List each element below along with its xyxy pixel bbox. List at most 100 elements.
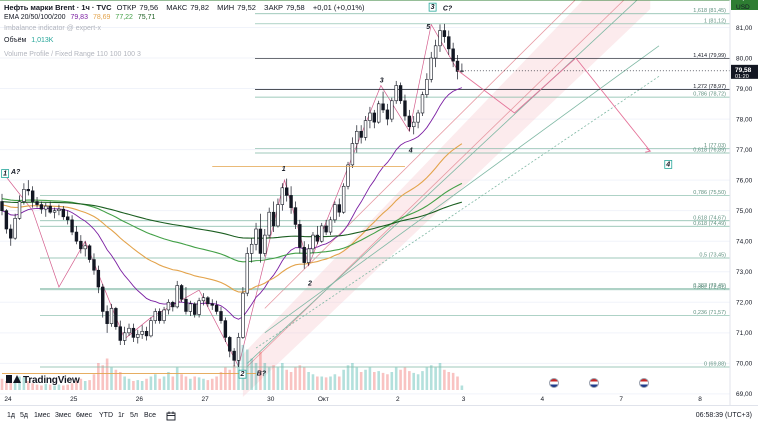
volume-bar — [0, 378, 4, 390]
candle-body — [438, 30, 442, 47]
volume-profile-legend[interactable]: Volume Profile / Fixed Range 110 100 100… — [4, 51, 141, 58]
candle-body — [79, 240, 83, 250]
wave-label: C? — [443, 6, 453, 13]
timeframe-3m[interactable]: 3мес — [55, 412, 72, 419]
time-tick-label: 4 — [541, 396, 545, 403]
fib-channel-line — [255, 76, 660, 349]
price-tick-label: 71,00 — [736, 330, 753, 337]
fib-level-label: 0,618 (76,89) — [693, 147, 726, 153]
volume-bar — [154, 374, 157, 390]
price-tick-label: 78,00 — [736, 116, 753, 123]
candle-body — [298, 224, 302, 248]
time-tick-label: 2 — [396, 396, 400, 403]
candle-body — [328, 219, 333, 233]
timeframe-1m[interactable]: 1мес — [34, 412, 51, 419]
volume-bar — [451, 372, 455, 390]
volume-bar — [434, 367, 437, 390]
volume-bar — [105, 358, 109, 390]
timeframe-5y[interactable]: 5л — [130, 412, 138, 419]
volume-bar — [40, 385, 43, 390]
volume-bar — [346, 365, 350, 390]
candle-body — [385, 109, 390, 120]
ema-legend[interactable]: EMA 20/50/100/200 79,83 78,69 77,22 75,7… — [4, 13, 158, 22]
volume-bar — [394, 367, 398, 390]
candle-body — [22, 189, 26, 202]
currency-label[interactable]: USD — [736, 4, 750, 11]
timeframe-1d[interactable]: 1д — [7, 412, 15, 419]
candle-body — [284, 187, 289, 196]
volume-bar — [219, 372, 223, 390]
candle-body — [101, 286, 105, 312]
imbalance-indicator-legend[interactable]: Imbalance indicator @ expert-x — [4, 25, 101, 32]
fib-level-label: 0,382 (72,41) — [693, 284, 726, 290]
fib-level-label: 0,786 (78,72) — [693, 92, 726, 98]
volume-bar — [175, 367, 179, 390]
price-tick-label: 69,00 — [736, 391, 753, 398]
us-flag-icon[interactable] — [639, 378, 649, 388]
candle-body — [44, 205, 48, 210]
volume-bar — [337, 376, 341, 390]
timeframe-6m[interactable]: 6мес — [76, 412, 93, 419]
candle-body — [223, 320, 228, 338]
volume-bar — [429, 365, 433, 390]
chart-grid — [0, 26, 730, 395]
candle-body — [74, 231, 79, 242]
fib-level-label: 0 (69,88) — [704, 362, 726, 368]
wave-label-box — [1, 169, 10, 178]
candle-body — [57, 208, 61, 211]
price-chart[interactable]: 1,618 (81,45) 1 (81,12) 1,414 (79,99) 1,272… — [0, 0, 758, 405]
forecast-path — [2, 57, 652, 374]
candle-body — [398, 85, 403, 102]
volume-bar — [13, 380, 17, 390]
candle-body — [122, 332, 127, 341]
volume-legend[interactable]: Объём 1,013K — [4, 36, 56, 45]
volume-bar — [456, 376, 459, 390]
candle-body — [219, 311, 223, 321]
volume-bars — [0, 345, 464, 390]
volume-bar — [132, 381, 135, 390]
candle-body — [346, 164, 350, 187]
volume-bar — [44, 383, 48, 390]
candle-body — [420, 94, 425, 114]
candle-body — [394, 85, 398, 102]
volume-bar — [114, 369, 118, 390]
volume-bar — [53, 385, 56, 390]
candle-body — [228, 337, 232, 352]
volume-bar — [62, 385, 65, 390]
volume-bar — [145, 378, 148, 390]
volume-bar — [289, 372, 293, 390]
candle-body — [48, 205, 52, 213]
volume-bar — [237, 354, 240, 390]
tradingview-logo[interactable]: TradingView — [6, 375, 80, 386]
candle-body — [390, 100, 394, 120]
date-range-icon[interactable] — [166, 411, 176, 421]
timeframe-ytd[interactable]: YTD — [99, 412, 113, 419]
candle-body — [372, 112, 376, 123]
volume-bar — [259, 351, 262, 390]
volume-bar — [320, 376, 324, 390]
volume-bar — [425, 367, 429, 390]
volume-bar — [311, 374, 315, 390]
ema-line — [1, 143, 463, 293]
symbol-title[interactable]: Нефть марки Brent · 1ч · TVC — [4, 3, 112, 12]
volume-bar — [57, 384, 61, 390]
volume-label: Объём — [4, 37, 27, 44]
us-flag-icon[interactable] — [589, 378, 599, 388]
candle-body — [193, 303, 197, 315]
candle-body — [403, 100, 407, 117]
candle-body — [241, 292, 245, 338]
clock[interactable]: 06:58:39 (UTC+3) — [695, 412, 752, 419]
candle-body — [363, 120, 368, 138]
timeframe-1y[interactable]: 1г — [118, 412, 125, 419]
candle-body — [0, 201, 4, 211]
timeframe-5d[interactable]: 5д — [20, 412, 28, 419]
volume-bar — [210, 378, 214, 390]
candle-body — [306, 248, 311, 263]
candle-body — [206, 297, 210, 305]
timeframe-all[interactable]: Все — [144, 412, 157, 419]
us-flag-icon[interactable] — [549, 378, 559, 388]
candle-body — [96, 269, 101, 288]
volume-bar — [88, 380, 91, 390]
time-tick-label: 26 — [136, 396, 144, 403]
